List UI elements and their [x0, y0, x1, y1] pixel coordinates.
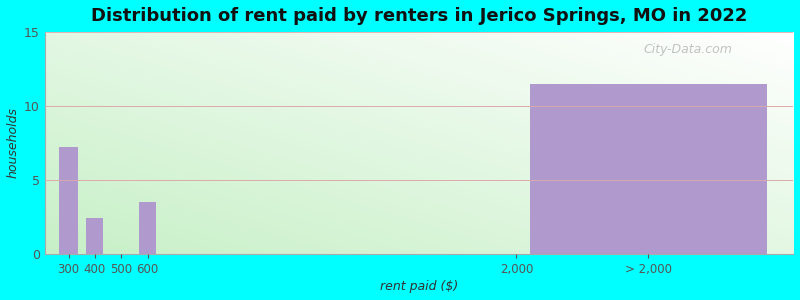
- Text: City-Data.com: City-Data.com: [643, 43, 732, 56]
- Title: Distribution of rent paid by renters in Jerico Springs, MO in 2022: Distribution of rent paid by renters in …: [90, 7, 747, 25]
- Bar: [530, 84, 766, 254]
- Bar: [139, 202, 156, 254]
- Bar: [58, 147, 78, 254]
- X-axis label: rent paid ($): rent paid ($): [380, 280, 458, 293]
- Y-axis label: households: households: [7, 107, 20, 178]
- Bar: [86, 218, 103, 254]
